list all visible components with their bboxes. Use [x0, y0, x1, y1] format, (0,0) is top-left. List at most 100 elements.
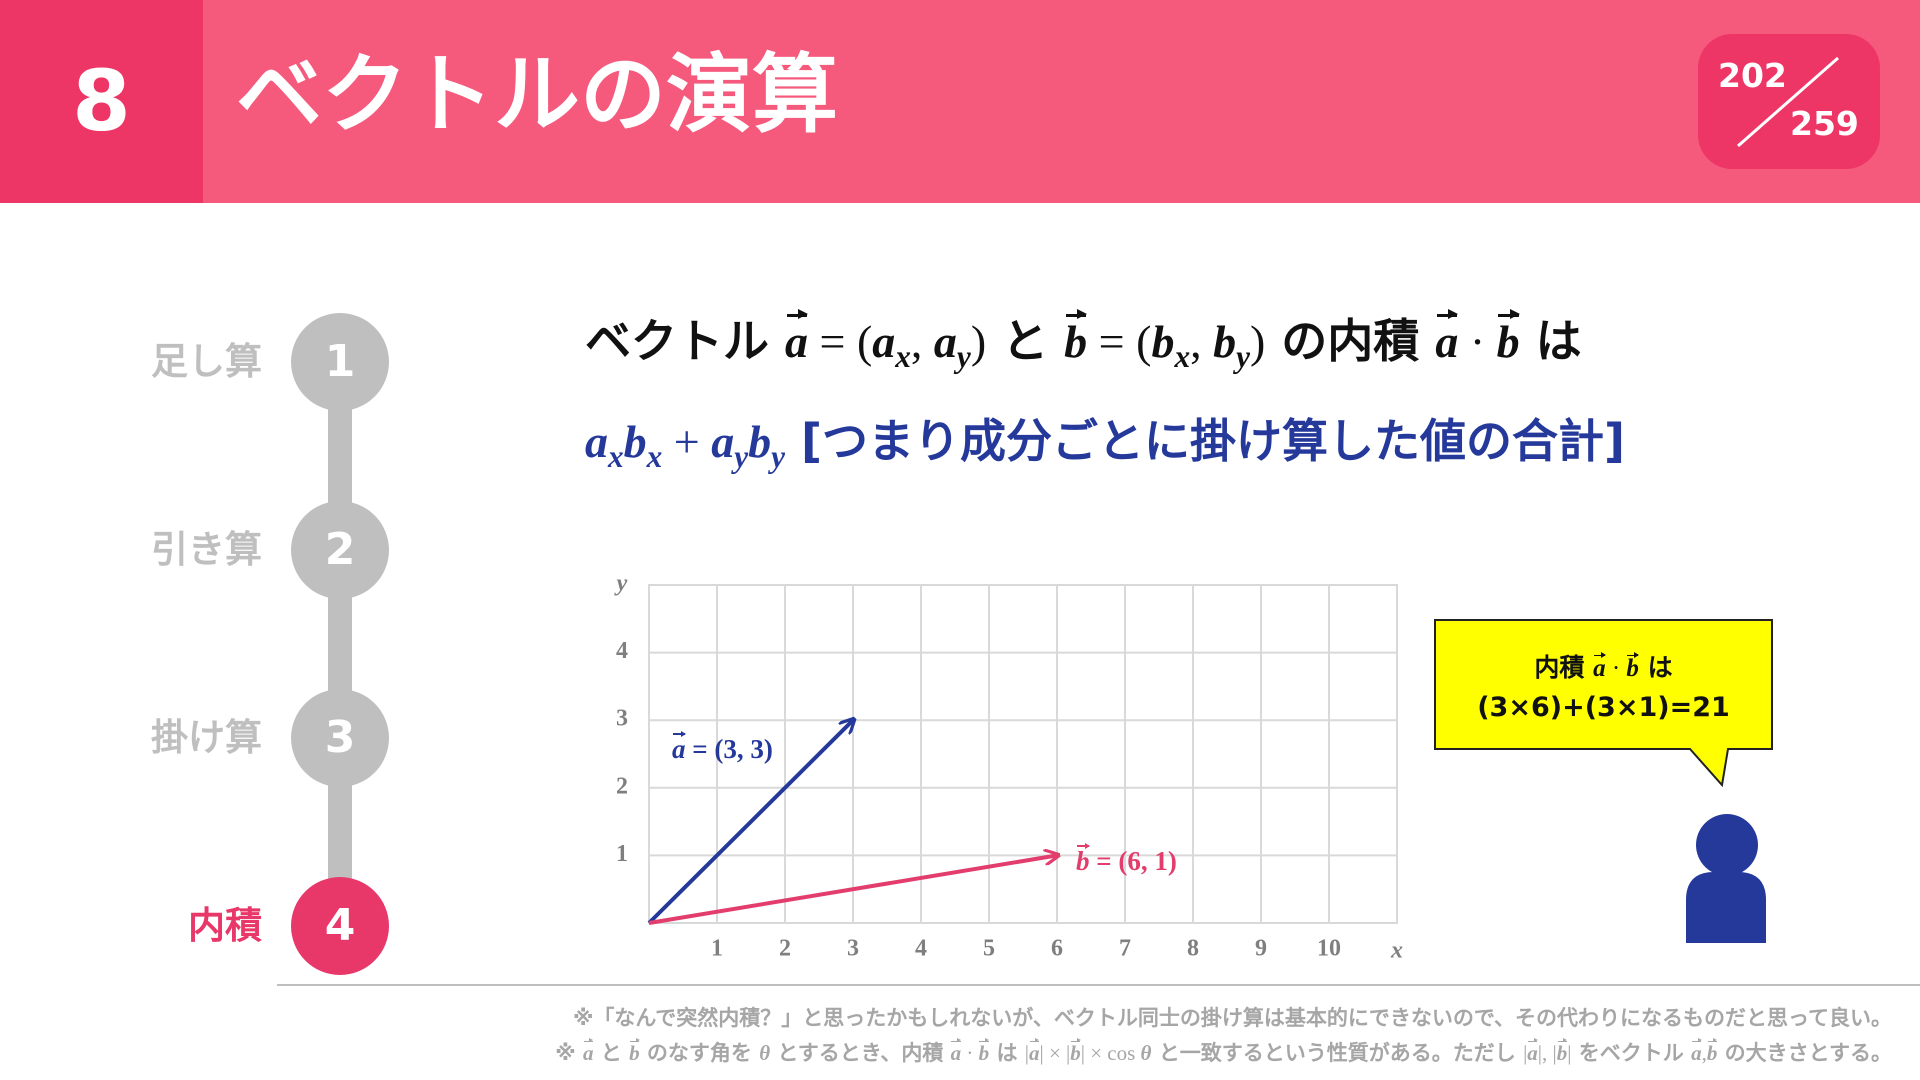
text-segment: b [978, 1038, 990, 1065]
step-label: 掛け算 [151, 716, 262, 759]
text-segment: と一致するという性質がある。ただし [1151, 1041, 1524, 1065]
text-segment: (3×6)+(3×1)=21 [1477, 692, 1730, 723]
text-segment: a [711, 416, 735, 467]
text-segment: ) [1249, 316, 1266, 367]
section-box [0, 0, 203, 203]
x-tick-label: 7 [1119, 936, 1131, 962]
text-segment: と [986, 314, 1065, 368]
text-segment: と [593, 1041, 630, 1065]
x-tick-label: 1 [711, 936, 723, 962]
text-segment: θ [759, 1041, 771, 1065]
text-segment: b [748, 416, 772, 467]
x-tick-label: 2 [779, 936, 791, 962]
text-segment: | [1523, 1041, 1528, 1065]
text-segment: ) [970, 316, 987, 367]
text-segment: = (6, 1) [1089, 846, 1177, 876]
text-segment: b [1706, 1038, 1718, 1065]
vector [647, 720, 853, 925]
text-segment: b [1076, 842, 1090, 876]
section-number: 8 [72, 52, 131, 150]
note-line-1: ※「なんで突然内積？」と思ったかもしれないが、ベクトル同士の掛け算は基本的にでき… [573, 1002, 1892, 1032]
x-tick-label: 4 [915, 936, 927, 962]
text-segment: b [1626, 652, 1639, 682]
page-total: 259 [1790, 104, 1859, 143]
text-segment: · [961, 1041, 979, 1065]
text-segment: θ [1140, 1041, 1152, 1065]
text-segment: a [785, 309, 809, 367]
text-segment: b [1213, 316, 1237, 367]
text-segment: b [1496, 309, 1520, 367]
text-segment: 内積 [1534, 653, 1594, 682]
text-segment: a [1593, 652, 1606, 682]
speech-bubble [1434, 619, 1773, 788]
text-segment: a [1028, 1038, 1040, 1065]
formula-line-1: ベクトル a = (ax, ay) と b = (bx, by) の内積 a ·… [585, 305, 1582, 375]
person-body [1686, 872, 1766, 943]
text-segment: [つまり成分ごとに掛け算した値の合計] [785, 414, 1626, 468]
text-segment: x [1174, 339, 1191, 374]
note-line-2: ※ a と b のなす角を θ とするとき、内積 a · b は |a| × |… [555, 1037, 1892, 1067]
page-current: 202 [1718, 56, 1787, 95]
bubble-line-1: 内積 a · b は [1435, 648, 1772, 684]
step-circle [291, 501, 389, 599]
graph: 1 2 3 4 5 6 7 8 9 10 1 2 3 4 x y [614, 571, 1403, 964]
text-segment: b [623, 416, 647, 467]
step-number: 4 [324, 900, 356, 951]
text-segment: b [1151, 316, 1175, 367]
x-tick-label: 3 [847, 936, 859, 962]
text-segment: y [956, 339, 971, 374]
text-segment: x [608, 439, 624, 474]
text-segment: の大きさとする。 [1717, 1041, 1892, 1065]
y-tick-label: 3 [616, 706, 628, 732]
text-segment: a [933, 316, 957, 367]
text-segment: ※ [555, 1041, 583, 1065]
text-segment: x [895, 339, 911, 374]
text-segment: a [1527, 1038, 1538, 1065]
text-segment: をベクトル [1571, 1041, 1692, 1065]
text-segment: , [910, 316, 934, 367]
text-segment: a [950, 1038, 962, 1065]
text-segment: | [1024, 1041, 1029, 1065]
text-segment: b [1070, 1038, 1081, 1065]
y-tick-label: 1 [616, 841, 628, 867]
header-bar [0, 0, 1920, 203]
step-number: 2 [324, 524, 356, 575]
text-segment: b [1064, 309, 1088, 367]
step-number: 1 [324, 336, 356, 387]
formula-line-2: axbx + ayby [つまり成分ごとに掛け算した値の合計] [585, 405, 1625, 475]
text-segment: x [646, 439, 663, 474]
x-tick-label: 6 [1051, 936, 1063, 962]
text-segment: ベクトル [585, 314, 786, 368]
text-segment: は [1519, 314, 1582, 368]
text-segment: y [771, 439, 786, 474]
x-tick-label: 9 [1255, 936, 1267, 962]
x-tick-label: 8 [1187, 936, 1199, 962]
text-segment: は [1638, 653, 1673, 682]
text-segment: b [629, 1038, 640, 1065]
text-segment: = ( [1087, 316, 1152, 367]
vector [648, 855, 1057, 925]
plot-frame [648, 584, 1398, 924]
text-segment: b [1556, 1038, 1568, 1065]
text-segment: + [662, 416, 712, 467]
text-segment: | × | [1039, 1041, 1071, 1065]
text-segment: | × cos [1080, 1041, 1141, 1065]
x-tick-label: 5 [983, 936, 995, 962]
slide-title: ベクトルの演算 [236, 45, 838, 145]
person-head [1696, 814, 1758, 876]
text-segment: とするとき、内積 [770, 1041, 951, 1065]
text-segment: | [1567, 1041, 1572, 1065]
text-segment: |, | [1537, 1041, 1557, 1065]
bubble-line-2: (3×6)+(3×1)=21 [1435, 692, 1772, 723]
text-segment: a [1691, 1038, 1702, 1065]
step-number: 3 [324, 712, 356, 763]
step-label: 足し算 [151, 340, 262, 383]
x-tick-label: 10 [1317, 936, 1341, 962]
text-segment: · [1458, 316, 1497, 367]
step-circle [291, 313, 389, 411]
text-segment: a [672, 730, 686, 764]
y-tick-label: 4 [616, 638, 628, 664]
text-segment: の内積 [1265, 314, 1436, 368]
